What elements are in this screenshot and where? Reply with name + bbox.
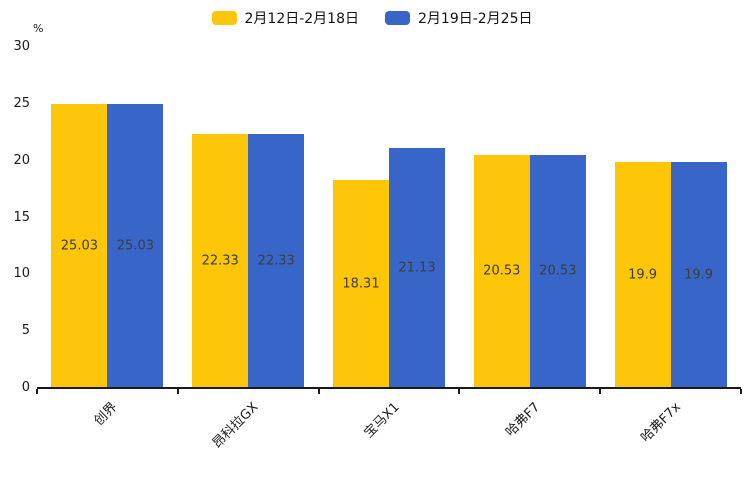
- bar: 21.13: [388, 147, 445, 388]
- x-axis-tick: [599, 389, 602, 394]
- bar-value-label: 19.9: [628, 267, 658, 283]
- bar: 25.03: [107, 103, 164, 388]
- bar: 19.9: [614, 161, 671, 388]
- y-axis-tick-label: 20: [13, 152, 30, 168]
- y-axis-tick-label: 30: [13, 39, 30, 54]
- bar-value-label: 22.33: [257, 253, 295, 269]
- legend-swatch: [211, 11, 237, 25]
- bar-group: 20.53 20.53: [459, 154, 600, 388]
- x-axis-tick: [317, 389, 320, 394]
- bar-group: 25.03 25.03: [37, 103, 178, 388]
- legend-item: 2月12日-2月18日: [211, 8, 360, 28]
- x-axis-label: 昂科拉GX: [210, 399, 262, 452]
- y-axis-tick-label: 10: [13, 266, 30, 282]
- bar-group: 18.31 21.13: [319, 147, 460, 388]
- x-axis-tick: [740, 389, 742, 394]
- bar: 22.33: [248, 134, 305, 388]
- bar-group: 22.33 22.33: [178, 134, 319, 388]
- x-axis-tick: [458, 389, 461, 394]
- x-axis-tick: [176, 389, 179, 394]
- bar-value-label: 19.9: [684, 267, 714, 283]
- legend: 2月12日-2月18日 2月19日-2月25日: [0, 8, 744, 28]
- y-axis-unit-label: %: [33, 22, 44, 35]
- y-axis-tick-label: 25: [13, 95, 30, 111]
- bar-value-label: 25.03: [116, 238, 154, 254]
- legend-label: 2月12日-2月18日: [244, 11, 360, 27]
- bar-group: 19.9 19.9: [600, 161, 741, 388]
- y-axis-tick-label: 0: [21, 380, 30, 395]
- bar: 19.9: [670, 161, 727, 388]
- x-axis-label: 哈弗F7: [503, 399, 544, 440]
- bar-value-label: 18.31: [342, 276, 380, 292]
- x-axis-label: 创界: [91, 399, 121, 429]
- legend-item: 2月19日-2月25日: [385, 8, 533, 28]
- bar-value-label: 21.13: [398, 260, 436, 276]
- bar: 20.53: [473, 154, 530, 388]
- x-axis-line: [37, 387, 741, 389]
- x-axis-label: 哈弗F7x: [638, 399, 685, 446]
- bar-value-label: 20.53: [539, 263, 577, 279]
- bar-value-label: 25.03: [60, 238, 98, 254]
- legend-label: 2月19日-2月25日: [418, 11, 533, 27]
- bar: 25.03: [51, 103, 108, 388]
- y-axis-tick-label: 15: [13, 209, 30, 225]
- y-axis-tick-label: 5: [21, 323, 30, 339]
- bar: 22.33: [192, 134, 249, 388]
- bar: 20.53: [529, 154, 586, 388]
- bar-value-label: 20.53: [483, 263, 521, 279]
- bar-value-label: 22.33: [201, 253, 239, 269]
- x-axis-label: 宝马X1: [361, 399, 403, 441]
- bar: 18.31: [332, 179, 389, 388]
- x-axis-tick: [36, 389, 38, 394]
- legend-swatch: [385, 11, 410, 25]
